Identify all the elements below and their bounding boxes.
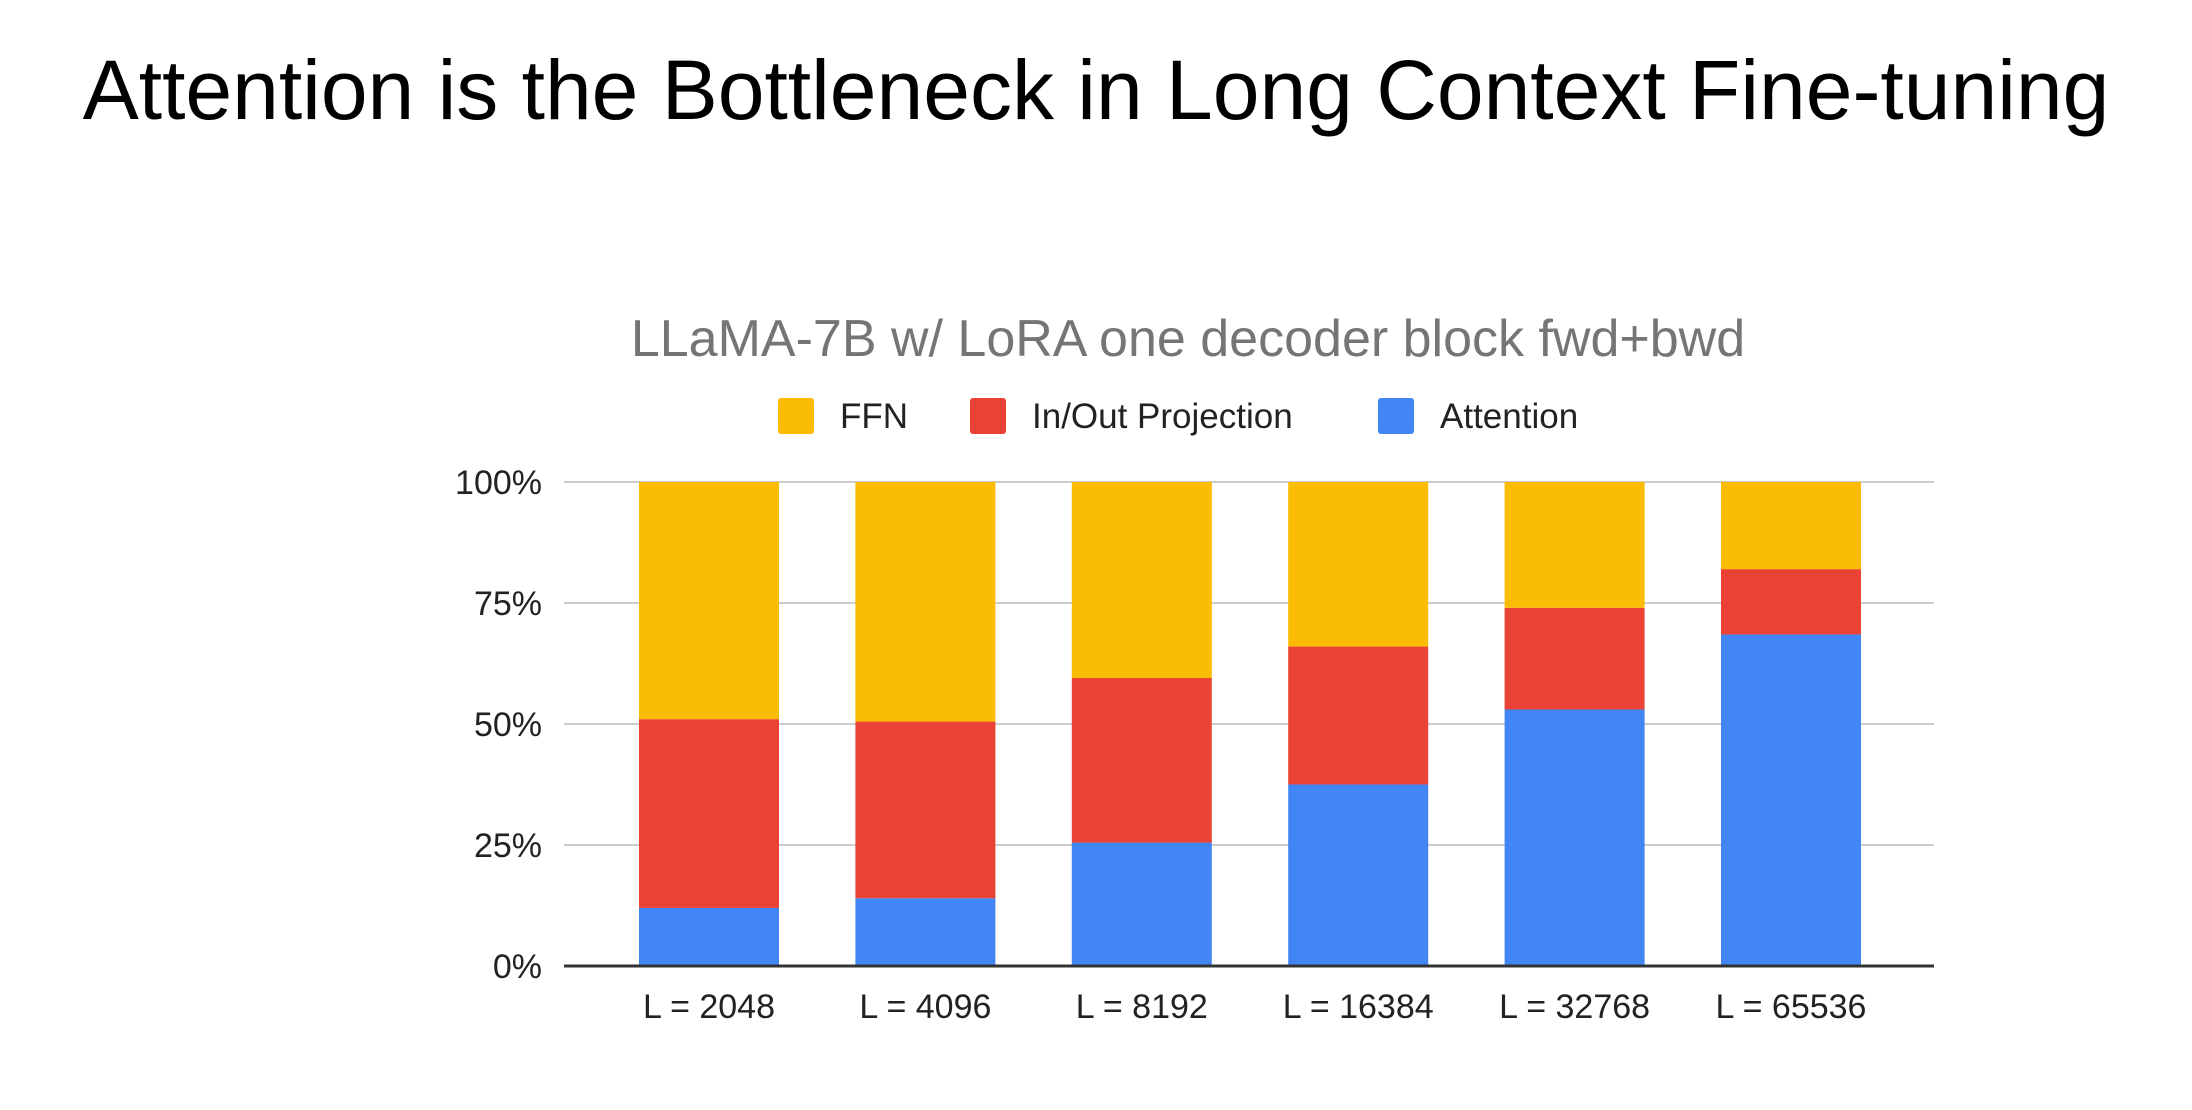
bar-segment [639, 907, 779, 966]
y-tick-label: 100% [455, 464, 542, 502]
legend-label: FFN [840, 397, 908, 436]
y-tick-label: 0% [493, 948, 542, 986]
bar-segment [1721, 569, 1861, 635]
legend-label: Attention [1440, 397, 1578, 436]
bar-segment [1288, 784, 1429, 966]
bar-segment [639, 719, 779, 908]
bar-segment [1504, 607, 1645, 710]
bar-segment [1504, 482, 1645, 608]
chart-legend: FFN In/Out Projection Attention [778, 397, 1578, 436]
bar-segment [855, 482, 996, 722]
bar-segment [1504, 709, 1645, 966]
legend-swatch [970, 398, 1006, 434]
x-tick-label: L = 8192 [1076, 988, 1208, 1026]
bar-segment [1721, 634, 1861, 966]
legend-swatch [1378, 398, 1414, 434]
bar-segment [1288, 482, 1429, 647]
bar-segment [1071, 842, 1212, 966]
y-tick-label: 50% [474, 706, 542, 744]
bar-segment [855, 898, 996, 966]
y-tick-label: 75% [474, 585, 542, 623]
legend-label: In/Out Projection [1032, 397, 1293, 436]
slide-title: Attention is the Bottleneck in Long Cont… [82, 43, 2110, 137]
x-tick-label: L = 16384 [1283, 988, 1434, 1026]
x-tick-label: L = 65536 [1716, 988, 1867, 1026]
bar-segment [855, 721, 996, 899]
bar-segment [1288, 646, 1429, 785]
x-tick-label: L = 32768 [1499, 988, 1650, 1026]
y-axis-tick-labels: 0% 25% 50% 75% 100% [455, 464, 542, 986]
x-tick-label: L = 2048 [643, 988, 775, 1026]
x-tick-label: L = 4096 [859, 988, 991, 1026]
legend-swatch [778, 398, 814, 434]
bar-segment [1071, 678, 1212, 843]
bar-segment [639, 482, 779, 720]
chart-title: LLaMA-7B w/ LoRA one decoder block fwd+b… [631, 310, 1745, 368]
y-tick-label: 25% [474, 827, 542, 865]
gridlines [564, 481, 1934, 846]
bar-segment [1071, 482, 1212, 679]
bar-segment [1721, 482, 1861, 570]
x-axis-tick-labels: L = 2048 L = 4096 L = 8192 L = 16384 L = 327… [643, 988, 1867, 1026]
bars [639, 482, 1861, 966]
